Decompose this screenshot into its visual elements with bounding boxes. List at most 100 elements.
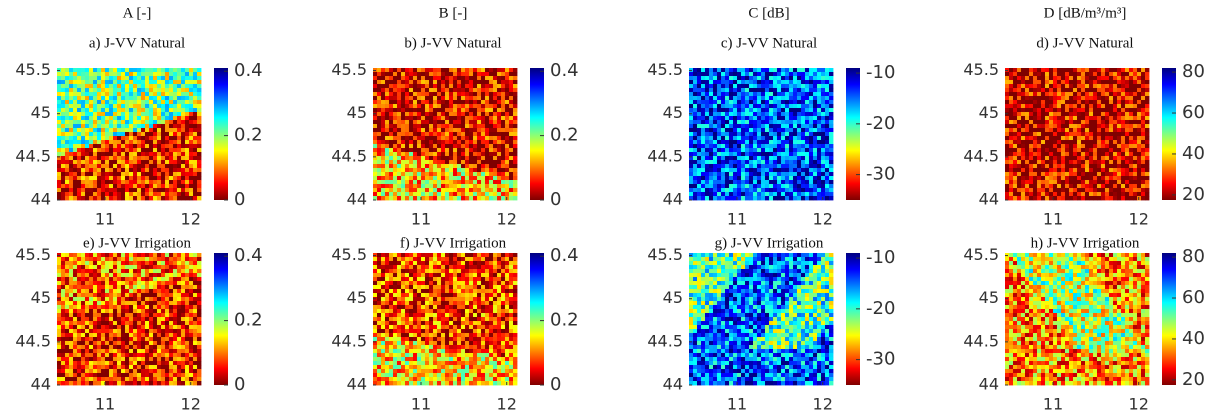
- map-cell: [377, 168, 381, 172]
- map-cell: [445, 176, 449, 180]
- map-cell: [805, 80, 809, 84]
- map-cell: [737, 172, 741, 176]
- map-cell: [389, 72, 393, 76]
- map-cell: [817, 156, 821, 160]
- map-cell: [809, 176, 813, 180]
- map-cell: [1041, 152, 1045, 156]
- map-cell: [725, 144, 729, 148]
- map-cell: [1125, 80, 1129, 84]
- map-cell: [105, 168, 109, 172]
- map-cell: [197, 196, 201, 200]
- map-cell: [797, 68, 801, 72]
- map-cell: [141, 176, 145, 180]
- map-cell: [1113, 120, 1117, 124]
- map-cell: [173, 140, 177, 144]
- map-cell: [1057, 124, 1061, 128]
- map-cell: [457, 84, 461, 88]
- map-cell: [137, 68, 141, 72]
- map-cell: [1013, 84, 1017, 88]
- map-cell: [169, 180, 173, 184]
- map-cell: [1065, 92, 1069, 96]
- map-cell: [385, 176, 389, 180]
- map-cell: [73, 88, 77, 92]
- map-cell: [377, 196, 381, 200]
- map-cell: [441, 192, 445, 196]
- map-cell: [805, 88, 809, 92]
- map-cell: [1045, 160, 1049, 164]
- map-cell: [425, 80, 429, 84]
- map-cell: [1145, 140, 1149, 144]
- map-cell: [781, 144, 785, 148]
- map-cell: [193, 100, 197, 104]
- map-cell: [1113, 108, 1117, 112]
- map-cell: [421, 180, 425, 184]
- map-cell: [777, 176, 781, 180]
- map-cell: [797, 72, 801, 76]
- map-cell: [457, 80, 461, 84]
- map-cell: [1037, 136, 1041, 140]
- map-cell: [413, 140, 417, 144]
- map-cell: [1109, 140, 1113, 144]
- map-cell: [1129, 104, 1133, 108]
- map-cell: [1077, 132, 1081, 136]
- map-cell: [713, 148, 717, 152]
- map-cell: [817, 152, 821, 156]
- map-cell: [61, 124, 65, 128]
- map-cell: [157, 160, 161, 164]
- map-cell: [441, 84, 445, 88]
- map-cell: [781, 84, 785, 88]
- map-cell: [137, 116, 141, 120]
- map-cell: [177, 172, 181, 176]
- map-cell: [689, 76, 693, 80]
- map-cell: [477, 148, 481, 152]
- map-cell: [797, 172, 801, 176]
- map-cell: [109, 80, 113, 84]
- map-cell: [1101, 104, 1105, 108]
- map-cell: [1141, 196, 1145, 200]
- map-cell: [1025, 196, 1029, 200]
- map-cell: [737, 192, 741, 196]
- map-cell: [513, 108, 517, 112]
- map-cell: [101, 104, 105, 108]
- map-cell: [81, 68, 85, 72]
- map-cell: [121, 88, 125, 92]
- map-cell: [753, 140, 757, 144]
- map-cell: [61, 184, 65, 188]
- map-cell: [1041, 140, 1045, 144]
- map-cell: [757, 144, 761, 148]
- map-cell: [433, 156, 437, 160]
- map-cell: [721, 168, 725, 172]
- map-cell: [1009, 72, 1013, 76]
- map-cell: [493, 112, 497, 116]
- map-cell: [133, 128, 137, 132]
- map-cell: [809, 84, 813, 88]
- map-cell: [161, 160, 165, 164]
- map-cell: [421, 164, 425, 168]
- map-cell: [809, 172, 813, 176]
- map-cell: [829, 108, 833, 112]
- map-cell: [789, 188, 793, 192]
- map-cell: [441, 68, 445, 72]
- map-cell: [757, 92, 761, 96]
- map-cell: [177, 196, 181, 200]
- map-cell: [81, 180, 85, 184]
- map-cell: [1045, 104, 1049, 108]
- map-cell: [397, 136, 401, 140]
- map-cell: [765, 172, 769, 176]
- map-cell: [697, 96, 701, 100]
- map-cell: [381, 172, 385, 176]
- map-cell: [89, 76, 93, 80]
- map-cell: [1125, 192, 1129, 196]
- map-cell: [181, 148, 185, 152]
- map-cell: [789, 116, 793, 120]
- map-cell: [1033, 72, 1037, 76]
- map-cell: [385, 72, 389, 76]
- map-cell: [1037, 92, 1041, 96]
- map-cell: [705, 164, 709, 168]
- map-cell: [1021, 68, 1025, 72]
- map-cell: [509, 124, 513, 128]
- map-cell: [397, 144, 401, 148]
- map-cell: [789, 156, 793, 160]
- map-cell: [1077, 168, 1081, 172]
- map-cell: [1077, 188, 1081, 192]
